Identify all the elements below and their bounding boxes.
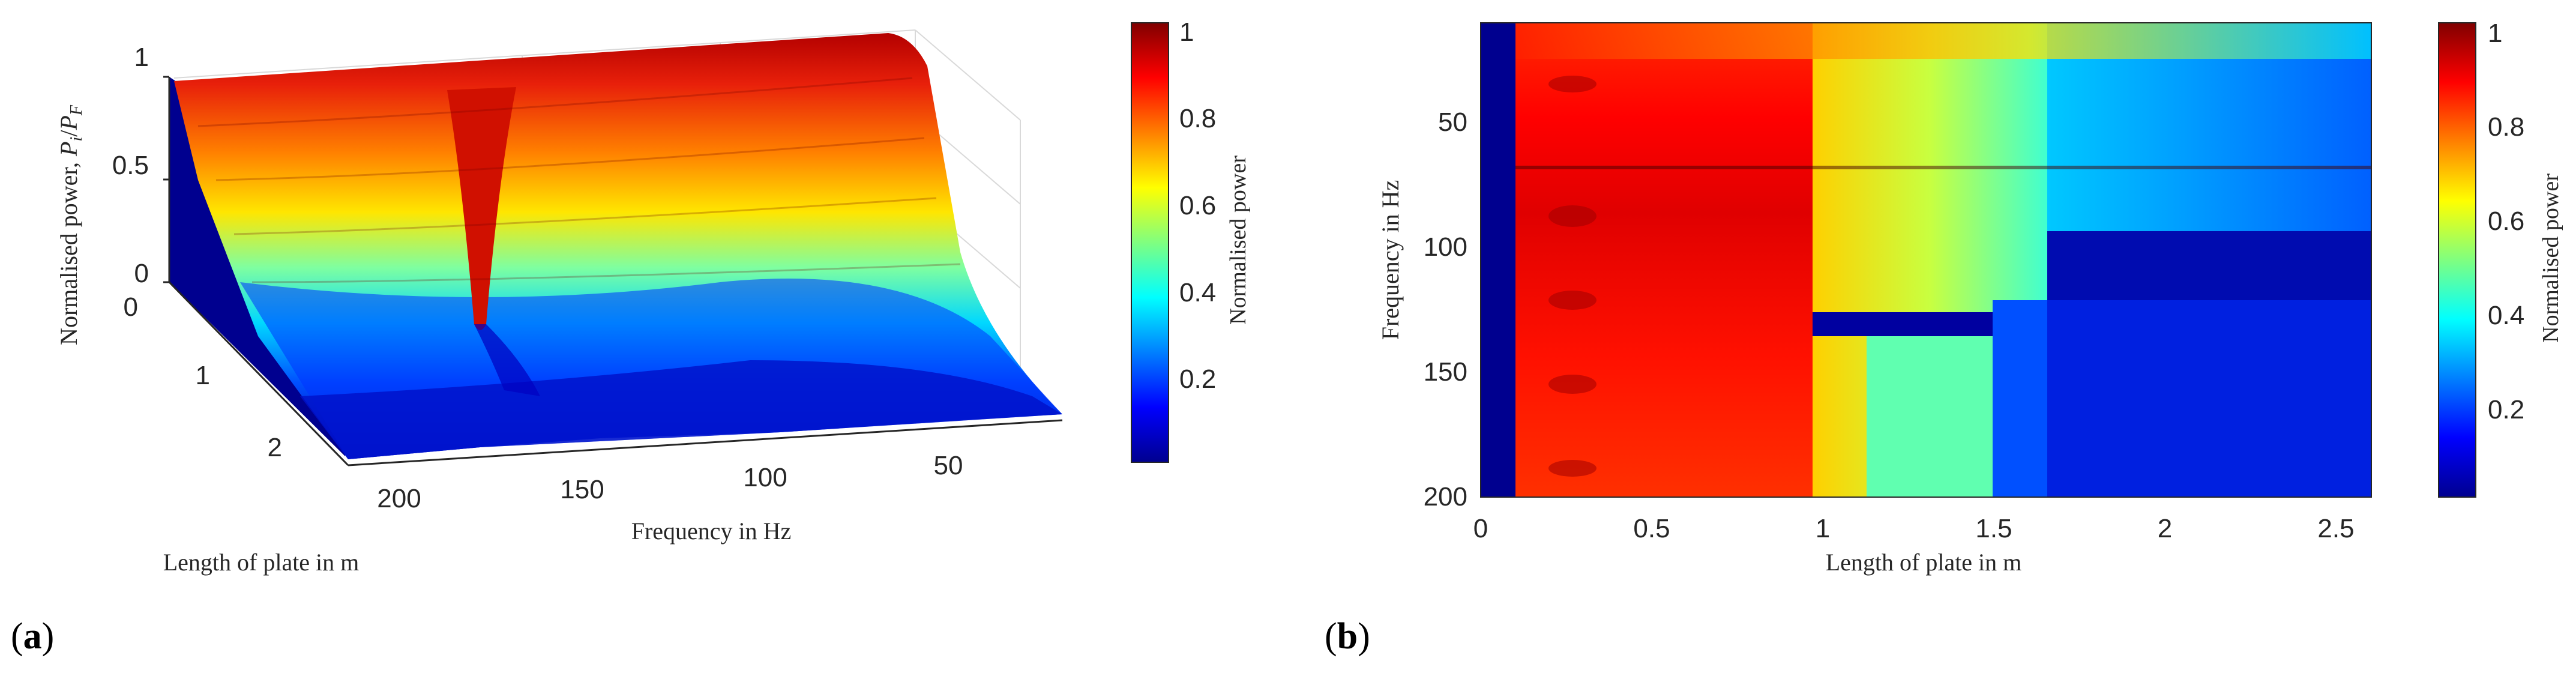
panel-a-resonance-dip [447, 87, 516, 330]
panel-a-colorbar-label: Normalised power [1226, 155, 1251, 325]
panel-b-cb-tick-1: 1 [2488, 19, 2502, 48]
panel-a-label: (a) [11, 616, 54, 657]
panel-b-label: (b) [1325, 616, 1370, 657]
panel-a-x-ticks: 200 150 100 50 [377, 451, 963, 513]
panel-b-region-right-low [2047, 276, 2371, 497]
panel-a-y-axis-label: Length of plate in m [163, 549, 360, 576]
panel-a-ridges [197, 77, 961, 283]
panel-b-line-70hz [1515, 166, 2371, 169]
panel-a-cb-tick-0.2: 0.2 [1179, 364, 1216, 394]
panel-b-y-ticks: 50 100 150 200 [1424, 107, 1467, 512]
panel-a-z-tick-1: 1 [134, 43, 149, 72]
panel-a-x-axis-label: Frequency in Hz [631, 518, 792, 545]
panel-b-x-tick-0: 0 [1473, 514, 1488, 543]
panel-b-region-mid-blue [1993, 300, 2047, 497]
panel-b-axes-box [1480, 22, 2372, 498]
panel-b-y-tick-100: 100 [1424, 232, 1467, 262]
panel-b-x-tick-0.5: 0.5 [1633, 514, 1670, 543]
panel-b-cb-tick-0.8: 0.8 [2488, 112, 2524, 142]
panel-b-y-tick-200: 200 [1424, 482, 1467, 512]
panel-b-x-ticks: 0 0.5 1 1.5 2 2.5 [1473, 514, 2355, 543]
panel-b-colorbar: 1 0.8 0.6 0.4 0.2 Normalised power [2438, 19, 2563, 498]
panel-a-z-tick-0.5: 0.5 [112, 151, 149, 180]
panel-a-dip-shadow [474, 324, 540, 396]
panel-a-surface-front-deep [300, 360, 1062, 459]
panel-b-region-right-band [2047, 231, 2371, 300]
panel-a-y-tick-2: 2 [268, 433, 282, 462]
panel-a-x-tick-100: 100 [743, 463, 787, 492]
panel-a-colorbar: 1 0.8 0.6 0.4 0.2 Normalised power [1131, 17, 1251, 463]
panel-a-z-tick-0: 0 [134, 259, 149, 288]
panel-b-y-tick-50: 50 [1438, 107, 1467, 137]
panel-b-region-zero [1481, 23, 1515, 497]
panel-a-cb-tick-0.8: 0.8 [1179, 104, 1216, 133]
panel-b-cb-tick-0.6: 0.6 [2488, 207, 2524, 236]
panel-b-cb-tick-0.2: 0.2 [2488, 395, 2524, 424]
panel-b-y-tick-150: 150 [1424, 357, 1467, 387]
panel-a-surface-plot: 1 0.5 0 0 1 2 200 150 100 50 Normalised … [55, 29, 1063, 576]
panel-b-blotches [1548, 76, 1596, 477]
panel-a-y-tick-1: 1 [196, 361, 210, 390]
panel-a-x-tick-200: 200 [377, 484, 421, 513]
panel-a-z-ticks: 1 0.5 0 [112, 43, 169, 288]
panel-a-y-tick-0: 0 [124, 292, 138, 322]
panel-b-region-left [1515, 23, 1813, 497]
panel-b-region-top [1515, 23, 2371, 59]
panel-b-x-axis-label: Length of plate in m [1826, 549, 2022, 576]
panel-b-cb-tick-0.4: 0.4 [2488, 301, 2524, 330]
panel-a-cb-tick-0.6: 0.6 [1179, 191, 1216, 220]
panel-a-cb-tick-1: 1 [1179, 17, 1194, 47]
panel-b-x-tick-1.5: 1.5 [1975, 514, 2012, 543]
panel-a-y-ticks: 0 1 2 [124, 292, 282, 462]
panel-b-x-tick-1: 1 [1816, 514, 1830, 543]
panel-b-x-tick-2.5: 2.5 [2317, 514, 2354, 543]
panel-a-x-tick-50: 50 [934, 451, 963, 480]
panel-a-cb-tick-0.4: 0.4 [1179, 278, 1216, 307]
panel-a-z-axis-label: Normalised power, Pi/PF [55, 104, 86, 345]
panel-a-x-tick-150: 150 [560, 475, 604, 504]
panel-b-y-axis-label: Frequency in Hz [1377, 180, 1404, 340]
panel-b-heatmap: 50 100 150 200 0 0.5 1 1.5 2 2.5 Length … [1377, 22, 2372, 576]
panel-b-x-tick-2: 2 [2158, 514, 2172, 543]
panel-b-colorbar-label: Normalised power [2538, 174, 2563, 343]
